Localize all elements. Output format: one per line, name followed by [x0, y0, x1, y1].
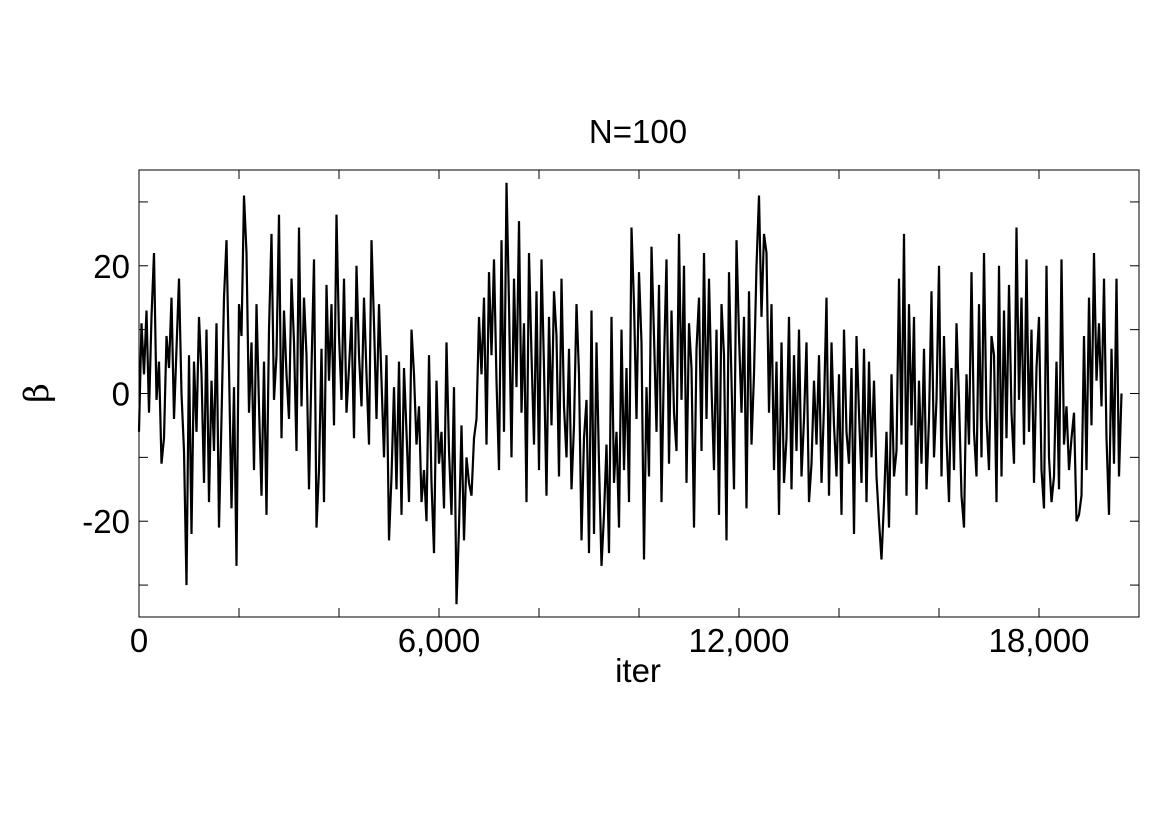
x-tick-label: 18,000: [989, 622, 1090, 659]
x-tick-labels: 0 6,000 12,000 18,000: [130, 622, 1090, 659]
y-tick-label: 0: [112, 376, 130, 413]
x-axis-label: iter: [615, 652, 661, 689]
series-line: [137, 182, 1123, 605]
y-tick-label: 20: [93, 248, 130, 285]
axis-ticks: [139, 170, 1139, 617]
series-group: [137, 182, 1123, 605]
x-tick-label: 12,000: [689, 622, 790, 659]
y-axis-label: β: [17, 383, 57, 403]
y-tick-label: -20: [82, 503, 130, 540]
x-tick-label: 0: [130, 622, 148, 659]
chart-title: N=100: [589, 113, 687, 150]
y-tick-labels: -20 0 20: [82, 248, 130, 540]
x-tick-label: 6,000: [398, 622, 481, 659]
